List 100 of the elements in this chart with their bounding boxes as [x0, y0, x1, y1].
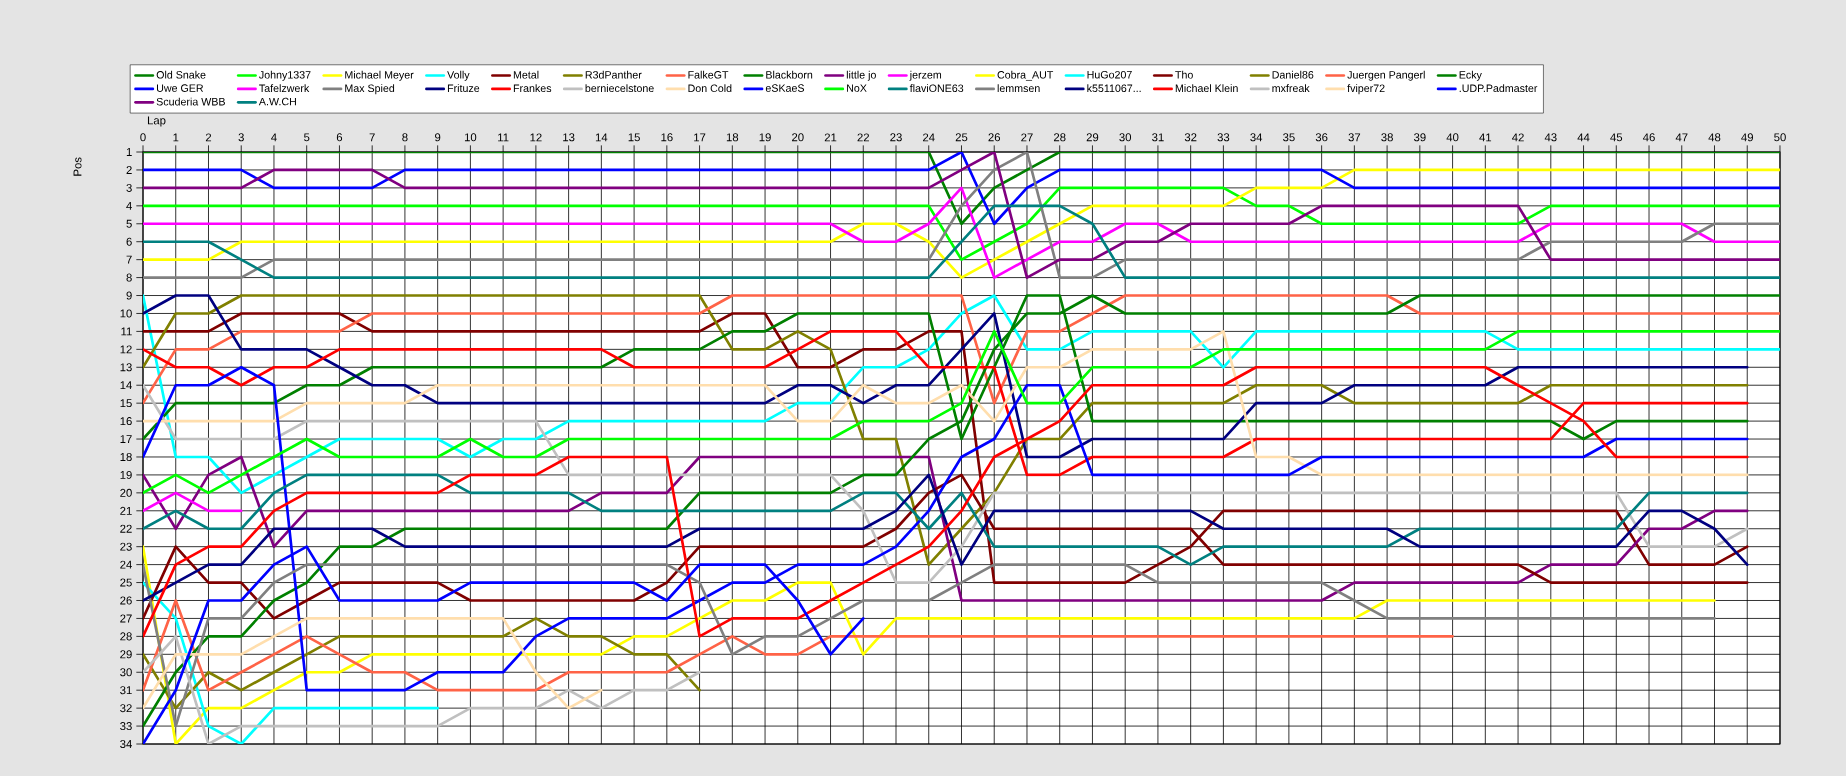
x-tick-label: 9 [435, 133, 441, 142]
y-tick-label: 10 [120, 309, 132, 318]
x-tick-label: 38 [1381, 133, 1393, 142]
x-tick-label: 24 [923, 133, 935, 142]
x-tick-label: 3 [238, 133, 244, 142]
legend-label: Frankes [513, 84, 552, 93]
legend-label: Frituze [447, 84, 480, 93]
y-tick-label: 4 [126, 201, 132, 210]
legend-label: .UDP.Padmaster [1459, 84, 1538, 93]
x-tick-label: 45 [1610, 133, 1623, 142]
x-tick-label: 17 [694, 133, 706, 142]
x-tick-label: 5 [304, 133, 310, 142]
x-tick-label: 19 [759, 133, 771, 142]
y-tick-label: 33 [120, 722, 132, 731]
x-tick-label: 16 [661, 133, 673, 142]
legend-label: fviper72 [1347, 84, 1385, 95]
y-tick-label: 13 [120, 363, 132, 372]
x-tick-label: 36 [1315, 133, 1328, 142]
y-tick-label: 21 [120, 506, 132, 515]
y-tick-label: 28 [120, 632, 132, 641]
x-tick-label: 33 [1217, 133, 1230, 142]
y-tick-label: 26 [120, 596, 132, 605]
y-tick-label: 32 [120, 704, 132, 713]
x-tick-label: 25 [955, 133, 968, 142]
y-tick-label: 6 [126, 237, 132, 246]
legend-label: Max Spied [345, 84, 395, 95]
legend-label: lemmsen [997, 84, 1040, 93]
legend-label: little jo [846, 70, 876, 81]
y-tick-label: 16 [120, 417, 132, 426]
y-tick-label: 23 [120, 542, 132, 551]
legend-label: Uwe GER [157, 84, 204, 92]
x-tick-label: 43 [1544, 133, 1557, 142]
legend-label: Michael Meyer [345, 70, 414, 81]
y-tick-label: 1 [126, 148, 132, 156]
y-tick-label: 8 [126, 273, 132, 282]
y-tick-label: 31 [120, 686, 132, 695]
legend-label: FalkeGT [688, 70, 729, 79]
legend-label: Michael Klein [1175, 84, 1238, 93]
x-tick-label: 11 [498, 133, 509, 142]
y-tick-label: 30 [120, 668, 132, 677]
x-tick-label: 41 [1479, 133, 1492, 142]
x-tick-label: 32 [1184, 133, 1197, 142]
y-tick-label: 12 [120, 345, 132, 354]
y-tick-label: 22 [120, 524, 132, 533]
y-tick-label: 2 [126, 166, 132, 174]
y-tick-label: 5 [126, 219, 132, 228]
x-tick-label: 26 [988, 133, 1001, 142]
legend-label: Volly [447, 70, 470, 81]
x-tick-label: 12 [530, 133, 542, 142]
x-tick-label: 37 [1348, 133, 1361, 142]
x-tick-label: 20 [792, 133, 804, 142]
legend-label: flaviONE63 [909, 84, 964, 93]
y-tick-label: 25 [120, 578, 132, 587]
x-tick-label: 0 [140, 133, 146, 142]
y-tick-label: 3 [126, 183, 132, 192]
y-tick-label: 27 [120, 614, 132, 623]
y-tick-label: 11 [121, 327, 132, 336]
legend-label: berniecelstone [585, 84, 654, 93]
x-tick-label: 14 [595, 133, 608, 142]
x-tick-label: 30 [1119, 133, 1132, 142]
legend-label: mxfreak [1272, 84, 1310, 93]
x-tick-label: 4 [271, 133, 277, 142]
x-tick-label: 40 [1446, 133, 1459, 142]
y-axis-title: Pos [73, 157, 82, 176]
legend-label: A.W.CH [258, 97, 296, 106]
legend-label: Johny1337 [259, 70, 311, 81]
y-tick-label: 34 [120, 740, 132, 749]
y-tick-label: 15 [120, 399, 132, 408]
legend-label: eSKaeS [765, 84, 805, 92]
x-tick-label: 23 [890, 133, 902, 142]
legend-label: k5511067... [1087, 84, 1141, 93]
x-tick-label: 34 [1250, 133, 1263, 142]
x-tick-label: 28 [1053, 133, 1066, 142]
legend-label: Blackborn [766, 70, 813, 79]
x-tick-label: 44 [1577, 133, 1590, 142]
x-tick-label: 27 [1021, 133, 1033, 142]
y-tick-label: 24 [120, 560, 132, 569]
legend-label: Daniel86 [1272, 70, 1314, 79]
legend-label: Scuderia WBB [156, 97, 225, 106]
x-tick-label: 50 [1774, 133, 1786, 142]
y-tick-label: 7 [126, 255, 132, 264]
x-tick-label: 48 [1708, 133, 1721, 142]
y-tick-label: 18 [120, 452, 132, 461]
x-tick-label: 49 [1741, 133, 1754, 142]
x-tick-label: 46 [1642, 133, 1655, 142]
legend-label: Metal [513, 70, 539, 79]
legend-label: Don Cold [688, 84, 732, 93]
y-tick-label: 9 [126, 291, 132, 300]
legend-label: Cobra_AUT [997, 70, 1054, 81]
x-tick-label: 6 [336, 133, 343, 142]
x-tick-label: 18 [726, 133, 739, 142]
x-tick-label: 35 [1283, 133, 1295, 142]
x-tick-label: 1 [173, 133, 179, 142]
x-tick-label: 47 [1675, 133, 1688, 142]
legend-label: NoX [847, 84, 867, 92]
x-axis-title: Lap [147, 116, 166, 127]
y-tick-label: 19 [120, 470, 132, 479]
legend-label: jerzem [909, 70, 942, 81]
y-tick-label: 14 [120, 381, 132, 390]
legend-label: HuGo207 [1087, 70, 1132, 79]
